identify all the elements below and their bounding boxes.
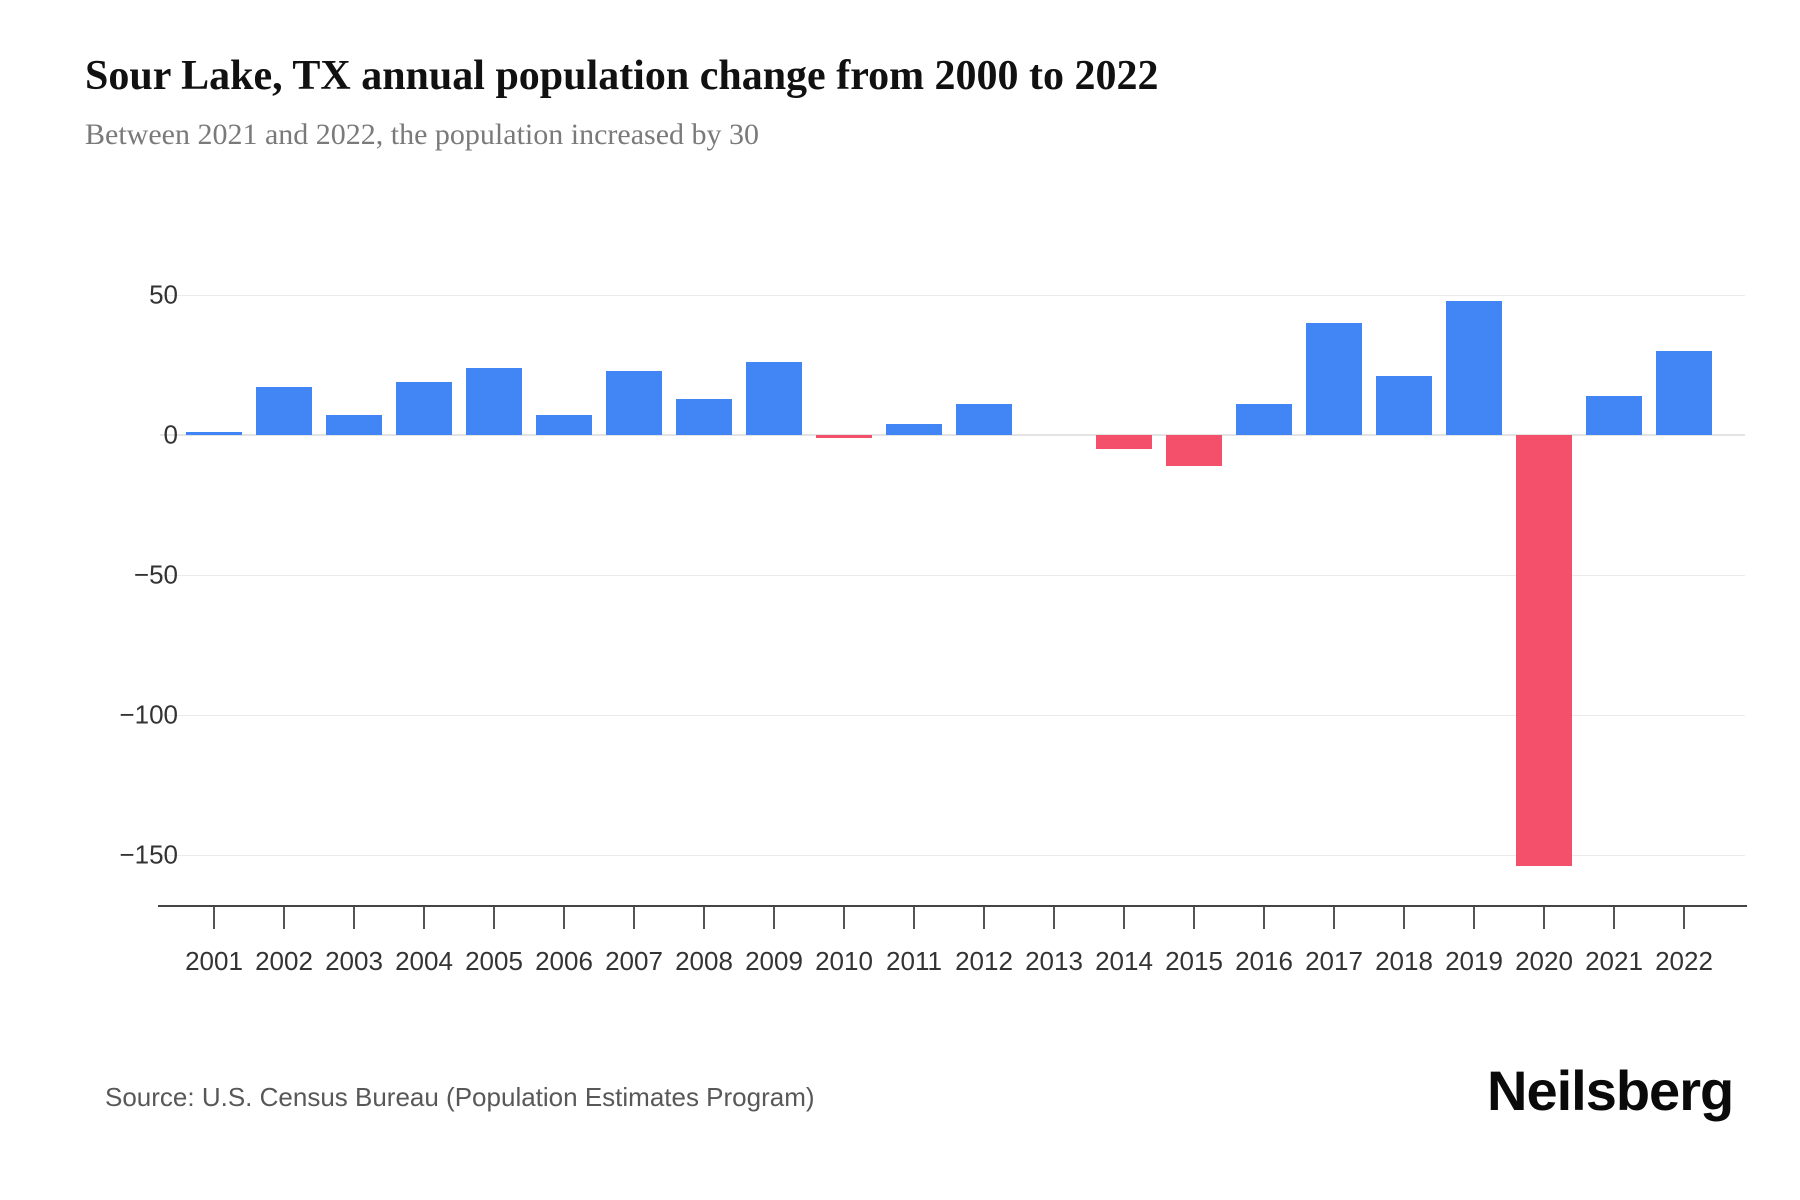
x-axis-label-2014: 2014 — [1095, 946, 1153, 976]
bar-2005[interactable] — [466, 367, 522, 435]
x-axis-tick — [1333, 907, 1335, 929]
source-note: Source: U.S. Census Bureau (Population E… — [105, 1082, 815, 1112]
x-axis-tick — [1123, 907, 1125, 929]
x-axis-tick — [1683, 907, 1685, 929]
bar-2019[interactable] — [1446, 300, 1502, 435]
bar-2022[interactable] — [1656, 351, 1712, 435]
x-axis-tick — [1053, 907, 1055, 929]
x-axis-label-2020: 2020 — [1515, 946, 1573, 976]
neilsberg-logo: Neilsberg — [1487, 1059, 1734, 1122]
x-axis-tick — [843, 907, 845, 929]
y-axis-tick-label: −100 — [119, 699, 178, 730]
x-axis-label-2007: 2007 — [605, 946, 663, 976]
x-axis-tick — [983, 907, 985, 929]
x-axis-tick — [283, 907, 285, 929]
bar-2016[interactable] — [1236, 404, 1292, 435]
y-axis-tick-label: 50 — [149, 279, 178, 310]
bar-2006[interactable] — [536, 415, 592, 435]
x-axis-tick — [353, 907, 355, 929]
x-axis-tick — [1613, 907, 1615, 929]
x-axis-tick — [423, 907, 425, 929]
x-axis-tick — [1473, 907, 1475, 929]
x-axis-label-2018: 2018 — [1375, 946, 1433, 976]
gridline-y--150 — [160, 855, 1745, 856]
y-axis-tick-label: 0 — [163, 419, 178, 450]
bar-2020[interactable] — [1516, 435, 1572, 867]
x-axis-tick — [213, 907, 215, 929]
x-axis-label-2004: 2004 — [395, 946, 453, 976]
bar-2002[interactable] — [256, 387, 312, 435]
bar-2008[interactable] — [676, 398, 732, 435]
bar-2009[interactable] — [746, 362, 802, 435]
x-axis-label-2002: 2002 — [255, 946, 313, 976]
x-axis-label-2019: 2019 — [1445, 946, 1503, 976]
x-axis-label-2008: 2008 — [675, 946, 733, 976]
x-axis-tick — [773, 907, 775, 929]
bar-2010[interactable] — [816, 435, 872, 438]
x-axis-label-2013: 2013 — [1025, 946, 1083, 976]
y-axis-tick-label: −150 — [119, 839, 178, 870]
gridline-y--100 — [160, 715, 1745, 716]
gridline-y--50 — [160, 575, 1745, 576]
chart-title: Sour Lake, TX annual population change f… — [85, 53, 1159, 99]
bar-2011[interactable] — [886, 423, 942, 435]
x-axis-label-2006: 2006 — [535, 946, 593, 976]
x-axis-tick — [633, 907, 635, 929]
bar-2012[interactable] — [956, 404, 1012, 435]
x-axis-label-2011: 2011 — [886, 946, 942, 976]
x-axis-tick — [1263, 907, 1265, 929]
bar-2014[interactable] — [1096, 435, 1152, 449]
x-axis-tick — [493, 907, 495, 929]
x-axis-tick — [913, 907, 915, 929]
bar-2015[interactable] — [1166, 435, 1222, 466]
x-axis-label-2009: 2009 — [745, 946, 803, 976]
x-axis-label-2005: 2005 — [465, 946, 523, 976]
chart-subtitle: Between 2021 and 2022, the population in… — [85, 118, 760, 151]
x-axis-label-2021: 2021 — [1585, 946, 1643, 976]
x-axis-line — [158, 905, 1747, 907]
y-axis-tick-label: −50 — [133, 559, 178, 590]
zero-gridline — [160, 434, 1745, 436]
bar-2004[interactable] — [396, 381, 452, 435]
bar-2001[interactable] — [186, 432, 242, 436]
x-axis-label-2012: 2012 — [955, 946, 1013, 976]
x-axis-tick — [703, 907, 705, 929]
x-axis-label-2003: 2003 — [325, 946, 383, 976]
x-axis-tick — [563, 907, 565, 929]
x-axis-tick — [1543, 907, 1545, 929]
bar-2017[interactable] — [1306, 323, 1362, 435]
x-axis-label-2016: 2016 — [1235, 946, 1293, 976]
x-axis-label-2001: 2001 — [185, 946, 243, 976]
x-axis-label-2015: 2015 — [1165, 946, 1223, 976]
x-axis-label-2010: 2010 — [815, 946, 873, 976]
bar-2018[interactable] — [1376, 376, 1432, 435]
gridline-y-50 — [160, 295, 1745, 296]
x-axis-tick — [1403, 907, 1405, 929]
x-axis-label-2017: 2017 — [1305, 946, 1363, 976]
bar-2021[interactable] — [1586, 395, 1642, 435]
x-axis-tick — [1193, 907, 1195, 929]
bar-2003[interactable] — [326, 415, 382, 435]
bar-2007[interactable] — [606, 370, 662, 435]
x-axis-label-2022: 2022 — [1655, 946, 1713, 976]
